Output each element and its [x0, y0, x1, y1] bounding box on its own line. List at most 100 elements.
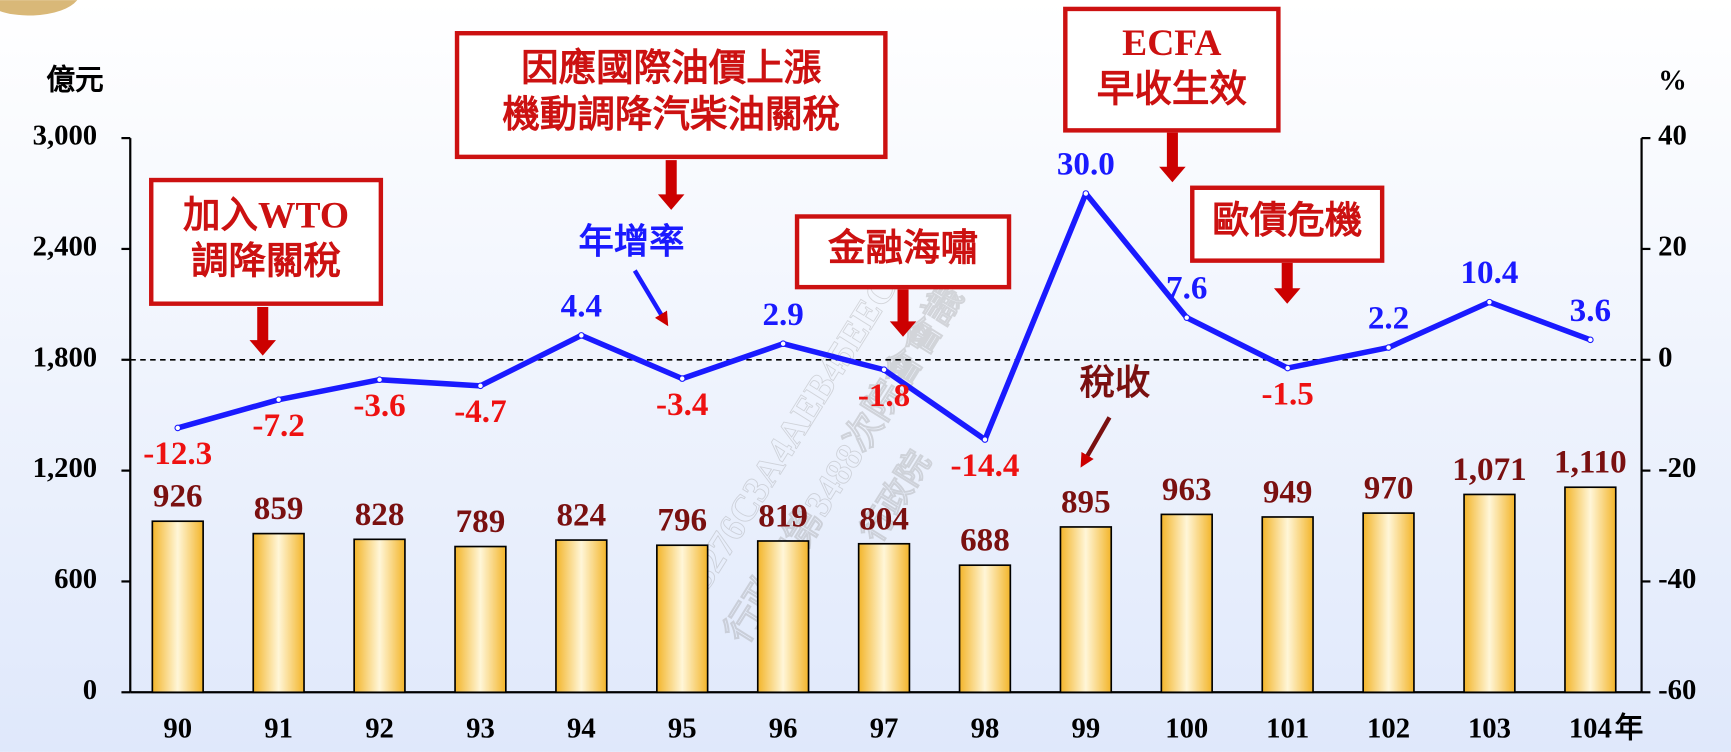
y2-tick-label: 0 [1658, 341, 1672, 373]
line-value-label: -3.4 [656, 386, 708, 423]
line-value-label: 3.6 [1570, 292, 1611, 329]
y-tick-label: 2,400 [33, 231, 98, 263]
annotation-box [149, 177, 384, 306]
line-value-label: -1.8 [858, 377, 910, 414]
annotation-text: 早收生效 [1097, 68, 1248, 110]
x-tick-label: 100 [1165, 713, 1208, 745]
series-label: 稅收 [1080, 364, 1151, 403]
y-unit: 億元 [46, 64, 103, 96]
line-value-label: 2.9 [762, 296, 803, 333]
x-tick-label: 98 [971, 713, 1000, 745]
line-value-label: 4.4 [561, 287, 602, 324]
line-point [880, 366, 888, 374]
corner-decoration [0, 0, 78, 16]
bar [555, 539, 608, 694]
line-point [174, 424, 182, 432]
line-value-label: -14.4 [950, 447, 1019, 484]
line-point [578, 332, 585, 339]
bar [1261, 516, 1314, 694]
x-tick-label: 96 [769, 713, 798, 745]
line-point [1183, 314, 1191, 321]
annotation-text: 金融海嘯 [828, 226, 978, 269]
bar-value-label: 804 [859, 500, 909, 537]
bar-value-label: 1,071 [1452, 451, 1527, 488]
bar [1059, 526, 1113, 694]
line-point [1587, 336, 1594, 344]
annotation-text: 機動調降汽柴油關稅 [502, 94, 840, 136]
annotation-box [454, 31, 888, 160]
line-point [1486, 298, 1493, 306]
line-point [1385, 344, 1392, 351]
bar-value-label: 1,110 [1554, 444, 1627, 481]
x-tick-label: 91 [264, 713, 293, 745]
bar-value-label: 828 [355, 496, 405, 533]
annotation-arrow [1159, 132, 1186, 183]
bar [857, 542, 911, 694]
line-value-label: -12.3 [143, 435, 212, 472]
bar [1362, 512, 1415, 694]
line-value-label: 2.2 [1368, 300, 1409, 337]
bar [756, 540, 810, 694]
line-point [678, 375, 686, 382]
x-tick-label: 103 [1468, 713, 1511, 745]
x-tick-label: 102 [1367, 713, 1410, 745]
line-value-label: 10.4 [1460, 254, 1518, 291]
bar-value-label: 819 [758, 498, 808, 535]
y2-tick-label: -60 [1658, 674, 1696, 706]
annotation-arrow [1273, 262, 1301, 304]
bar-value-label: 824 [557, 497, 607, 534]
y2-tick-label: 40 [1658, 120, 1687, 152]
annotation-arrow [657, 160, 685, 210]
annotation-text: 因應國際油價上漲 [521, 46, 822, 89]
annotation-text: 加入WTO [183, 194, 349, 236]
bar-value-label: 949 [1263, 473, 1313, 510]
line-point [1082, 190, 1090, 197]
bar [656, 544, 709, 694]
x-tick-label: 99 [1072, 713, 1101, 745]
line-value-label: 30.0 [1057, 146, 1115, 183]
annotation-box [1190, 185, 1385, 263]
line-value-label: 7.6 [1166, 270, 1207, 307]
y-tick-label: 1,200 [33, 452, 98, 484]
y-tick-label: 3,000 [33, 120, 98, 152]
bar [353, 538, 406, 694]
annotation-box [794, 214, 1012, 290]
x-tick-label: 93 [466, 713, 495, 745]
bar [1463, 493, 1516, 694]
y-tick-label: 0 [83, 674, 97, 706]
x-unit: 年 [1615, 712, 1644, 745]
bar [151, 520, 204, 694]
line-point [1284, 364, 1291, 372]
x-tick-label: 101 [1266, 713, 1309, 745]
x-tick-label: 94 [567, 713, 596, 745]
annotation-text: 調降關稅 [191, 241, 342, 283]
bar-value-label: 970 [1364, 470, 1414, 507]
series-label: 年增率 [578, 222, 684, 261]
series-label-arrow [632, 269, 669, 327]
bar-value-label: 688 [960, 522, 1010, 559]
bar [958, 564, 1012, 694]
series-label-arrow [1080, 416, 1112, 468]
y2-tick-label: -20 [1658, 452, 1696, 484]
y2-tick-label: 20 [1658, 231, 1687, 263]
bar [1160, 513, 1213, 694]
y-tick-label: 1,800 [33, 341, 98, 373]
line-value-label: -7.2 [252, 407, 304, 444]
line-value-label: -3.6 [353, 387, 405, 424]
x-tick-label: 97 [870, 713, 899, 745]
annotation-text: ECFA [1122, 23, 1221, 64]
annotation-box [1063, 6, 1281, 133]
annotation-arrow [249, 307, 276, 356]
line-point [275, 396, 282, 403]
y-tick-label: 600 [54, 563, 97, 595]
line-point [376, 376, 383, 384]
bar-value-label: 796 [657, 502, 707, 539]
bar-value-label: 926 [153, 478, 203, 515]
bar-value-label: 895 [1061, 483, 1111, 520]
bar-value-label: 859 [254, 490, 304, 527]
bar-value-label: 789 [456, 503, 506, 540]
y2-unit: % [1658, 64, 1687, 96]
bar [454, 545, 507, 694]
line-point [779, 340, 787, 348]
